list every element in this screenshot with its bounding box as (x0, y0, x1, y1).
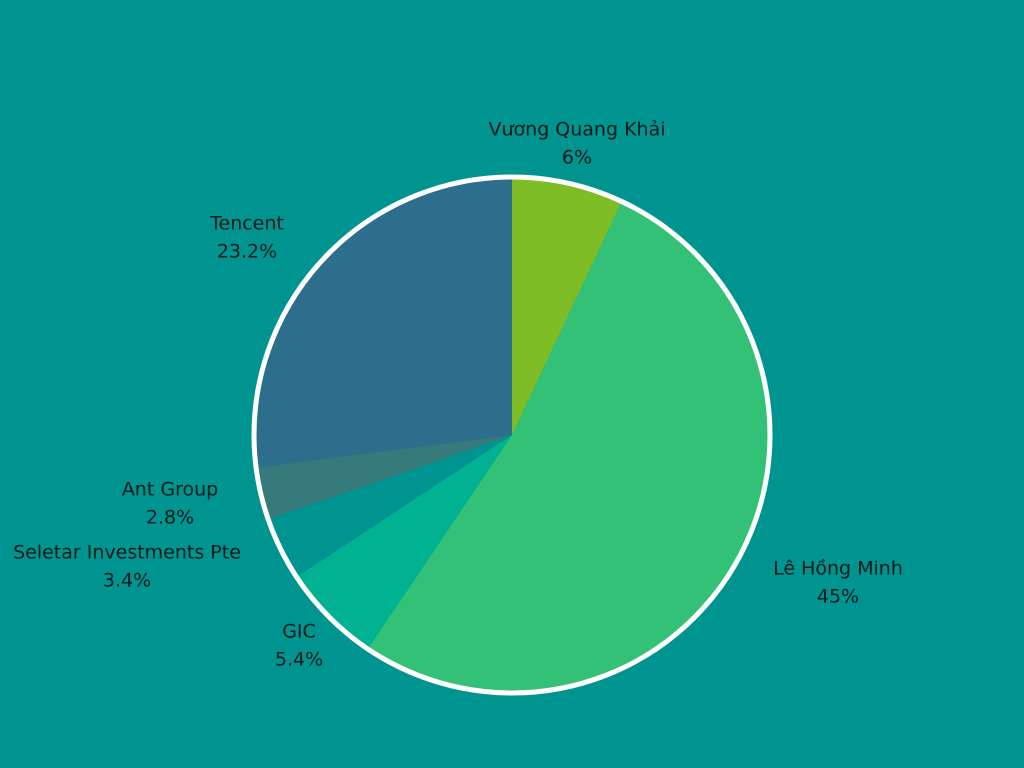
slice-label: Vương Quang Khải (488, 119, 665, 141)
pie-slice (296, 435, 512, 649)
pie-slice (254, 177, 512, 468)
pie-slice (256, 435, 512, 520)
slice-value-label: 2.8% (146, 507, 194, 529)
slice-label: Seletar Investments Pte (13, 542, 241, 564)
slice-value-label: 45% (817, 586, 859, 608)
slice-value-label: 23.2% (217, 241, 277, 263)
slice-value-label: 5.4% (275, 649, 323, 671)
slice-value-label: 3.4% (103, 570, 151, 592)
pie-slice (367, 201, 770, 694)
pie-slice (268, 435, 512, 577)
slice-label: Tencent (209, 213, 284, 235)
pie-slice (512, 177, 622, 435)
slice-label: GIC (282, 621, 316, 643)
slice-label: Lê Hồng Minh (773, 558, 903, 580)
slice-value-label: 6% (562, 147, 592, 169)
slice-label: Ant Group (122, 479, 218, 501)
pie-border (251, 174, 773, 696)
